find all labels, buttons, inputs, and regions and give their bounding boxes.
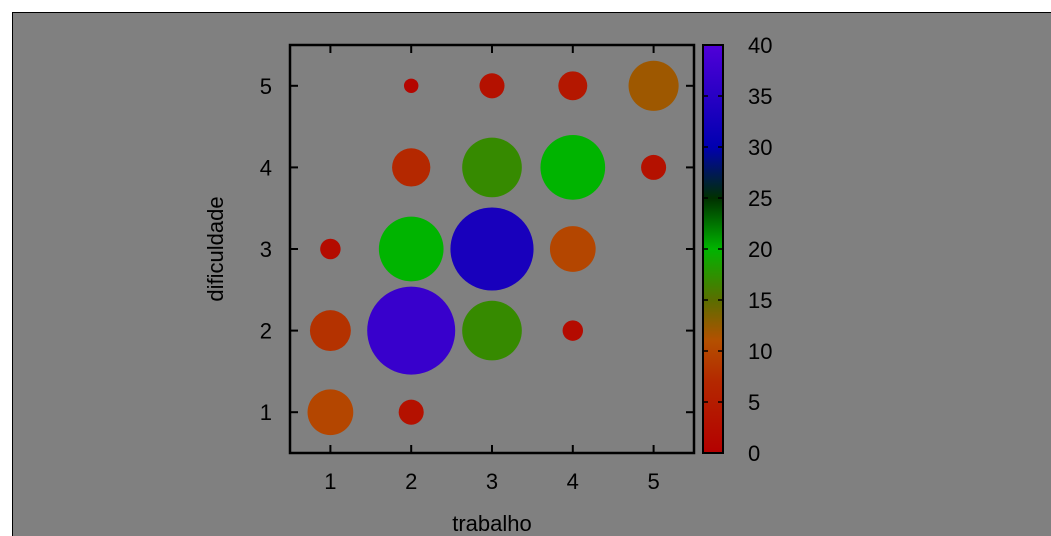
bubble-point (450, 207, 534, 291)
colorbar-tick-label: 5 (748, 390, 760, 415)
colorbar-tick-label: 30 (748, 135, 772, 160)
colorbar-tick-label: 15 (748, 288, 772, 313)
bubble-point (462, 137, 522, 198)
bubbles-layer (307, 60, 679, 436)
y-tick-label: 3 (260, 237, 272, 262)
bubble-point (628, 60, 679, 111)
bubble-point (403, 78, 419, 94)
y-tick-label: 2 (260, 319, 272, 344)
bubble-point (392, 148, 431, 187)
x-tick-label: 5 (647, 469, 659, 494)
ticks-layer: 1 2 3 4 5 1 2 3 4 5 (260, 45, 694, 494)
y-tick-label: 4 (260, 155, 272, 180)
bubble-chart: 1 2 3 4 5 1 2 3 4 5 trabalho dificuldade 0 5 10 15 20… (203, 33, 772, 536)
y-axis-title: dificuldade (203, 196, 228, 301)
bubble-point (378, 216, 444, 282)
x-axis-title: trabalho (452, 511, 532, 536)
x-tick-label: 1 (324, 469, 336, 494)
bubble-point (641, 154, 667, 180)
bubble-point (562, 320, 584, 341)
y-tick-label: 5 (260, 74, 272, 99)
colorbar-ticks-layer: 0 5 10 15 20 25 30 35 40 (703, 33, 772, 466)
x-tick-label: 2 (405, 469, 417, 494)
bubble-point (320, 238, 341, 260)
bubble-point (309, 310, 351, 352)
bubble-point (462, 300, 522, 361)
bubble-point (307, 389, 354, 436)
colorbar-tick-label: 0 (748, 441, 760, 466)
chart-frame: 1 2 3 4 5 1 2 3 4 5 trabalho dificuldade 0 5 10 15 20… (12, 12, 1051, 536)
colorbar-tick-label: 20 (748, 237, 772, 262)
colorbar-tick-label: 25 (748, 186, 772, 211)
bubble-point (398, 399, 424, 425)
bubble-point (558, 71, 588, 101)
x-tick-label: 3 (486, 469, 498, 494)
bubble-point (549, 226, 596, 272)
y-tick-label: 1 (260, 400, 272, 425)
colorbar-tick-label: 40 (748, 33, 772, 58)
bubble-point (367, 286, 456, 375)
bubble-point (479, 73, 505, 99)
colorbar-tick-label: 10 (748, 339, 772, 364)
bubble-point (540, 135, 606, 200)
x-tick-label: 4 (567, 469, 579, 494)
colorbar-tick-label: 35 (748, 84, 772, 109)
